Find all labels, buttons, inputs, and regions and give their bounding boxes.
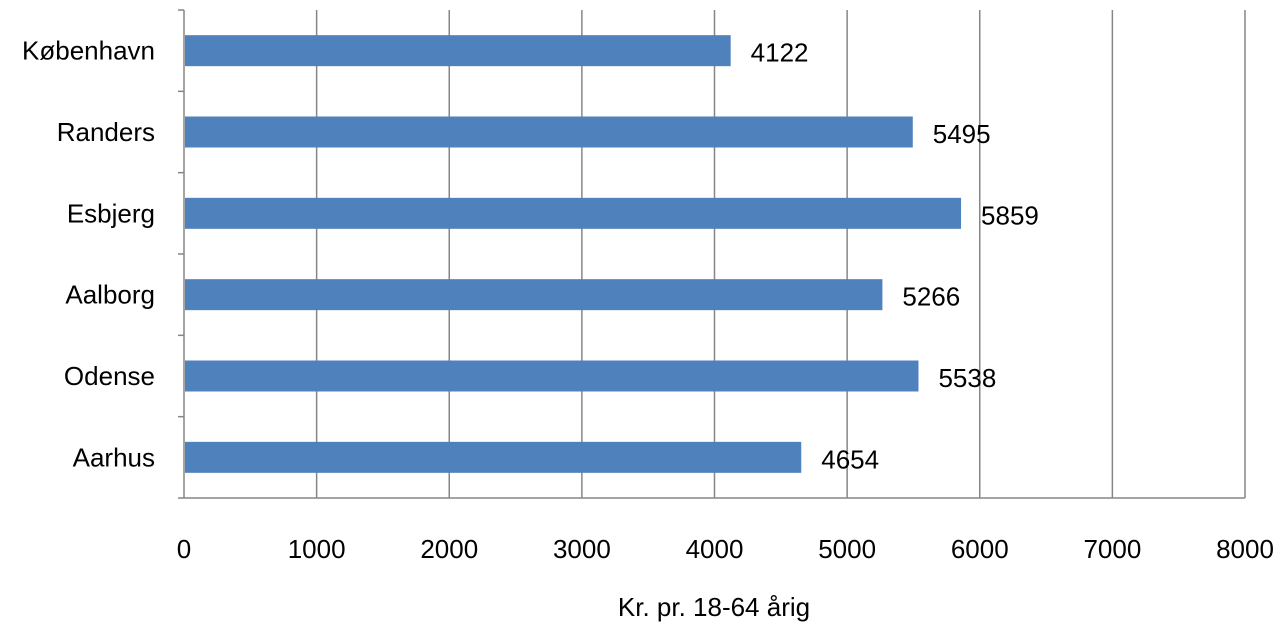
category-label-Aarhus: Aarhus bbox=[73, 442, 155, 472]
data-label-Randers: 5495 bbox=[933, 119, 991, 149]
category-label-Odense: Odense bbox=[64, 361, 155, 391]
x-tick-label-4000: 4000 bbox=[686, 534, 744, 564]
category-label-Aalborg: Aalborg bbox=[65, 280, 155, 310]
labels: 0 1000 2000 3000 4000 5000 6000 7000 8000 Københa… bbox=[22, 36, 1274, 564]
data-label-København: 4122 bbox=[751, 38, 809, 68]
axes bbox=[178, 9, 1245, 499]
x-tick-label-2000: 2000 bbox=[420, 534, 478, 564]
bar-København bbox=[185, 35, 731, 67]
bars bbox=[185, 35, 962, 473]
x-tick-label-3000: 3000 bbox=[553, 534, 611, 564]
data-label-Aarhus: 4654 bbox=[821, 444, 879, 474]
bar-Aalborg bbox=[185, 279, 883, 311]
category-label-Randers: Randers bbox=[57, 117, 155, 147]
bar-Randers bbox=[185, 116, 913, 148]
data-label-Esbjerg: 5859 bbox=[981, 200, 1039, 230]
bar-Esbjerg bbox=[185, 197, 962, 229]
bar-Aarhus bbox=[185, 441, 802, 473]
x-tick-label-7000: 7000 bbox=[1083, 534, 1141, 564]
grid-lines bbox=[315, 10, 1246, 498]
bar-Odense bbox=[185, 360, 919, 392]
x-axis-title: Kr. pr. 18-64 årig bbox=[618, 592, 810, 622]
data-label-Aalborg: 5266 bbox=[902, 282, 960, 312]
x-tick-label-1000: 1000 bbox=[288, 534, 346, 564]
x-tick-label-5000: 5000 bbox=[818, 534, 876, 564]
data-label-Odense: 5538 bbox=[938, 363, 996, 393]
category-label-København: København bbox=[22, 36, 155, 66]
x-tick-label-6000: 6000 bbox=[951, 534, 1009, 564]
x-tick-label-8000: 8000 bbox=[1216, 534, 1274, 564]
category-label-Esbjerg: Esbjerg bbox=[67, 198, 155, 228]
x-tick-label-0: 0 bbox=[177, 534, 191, 564]
